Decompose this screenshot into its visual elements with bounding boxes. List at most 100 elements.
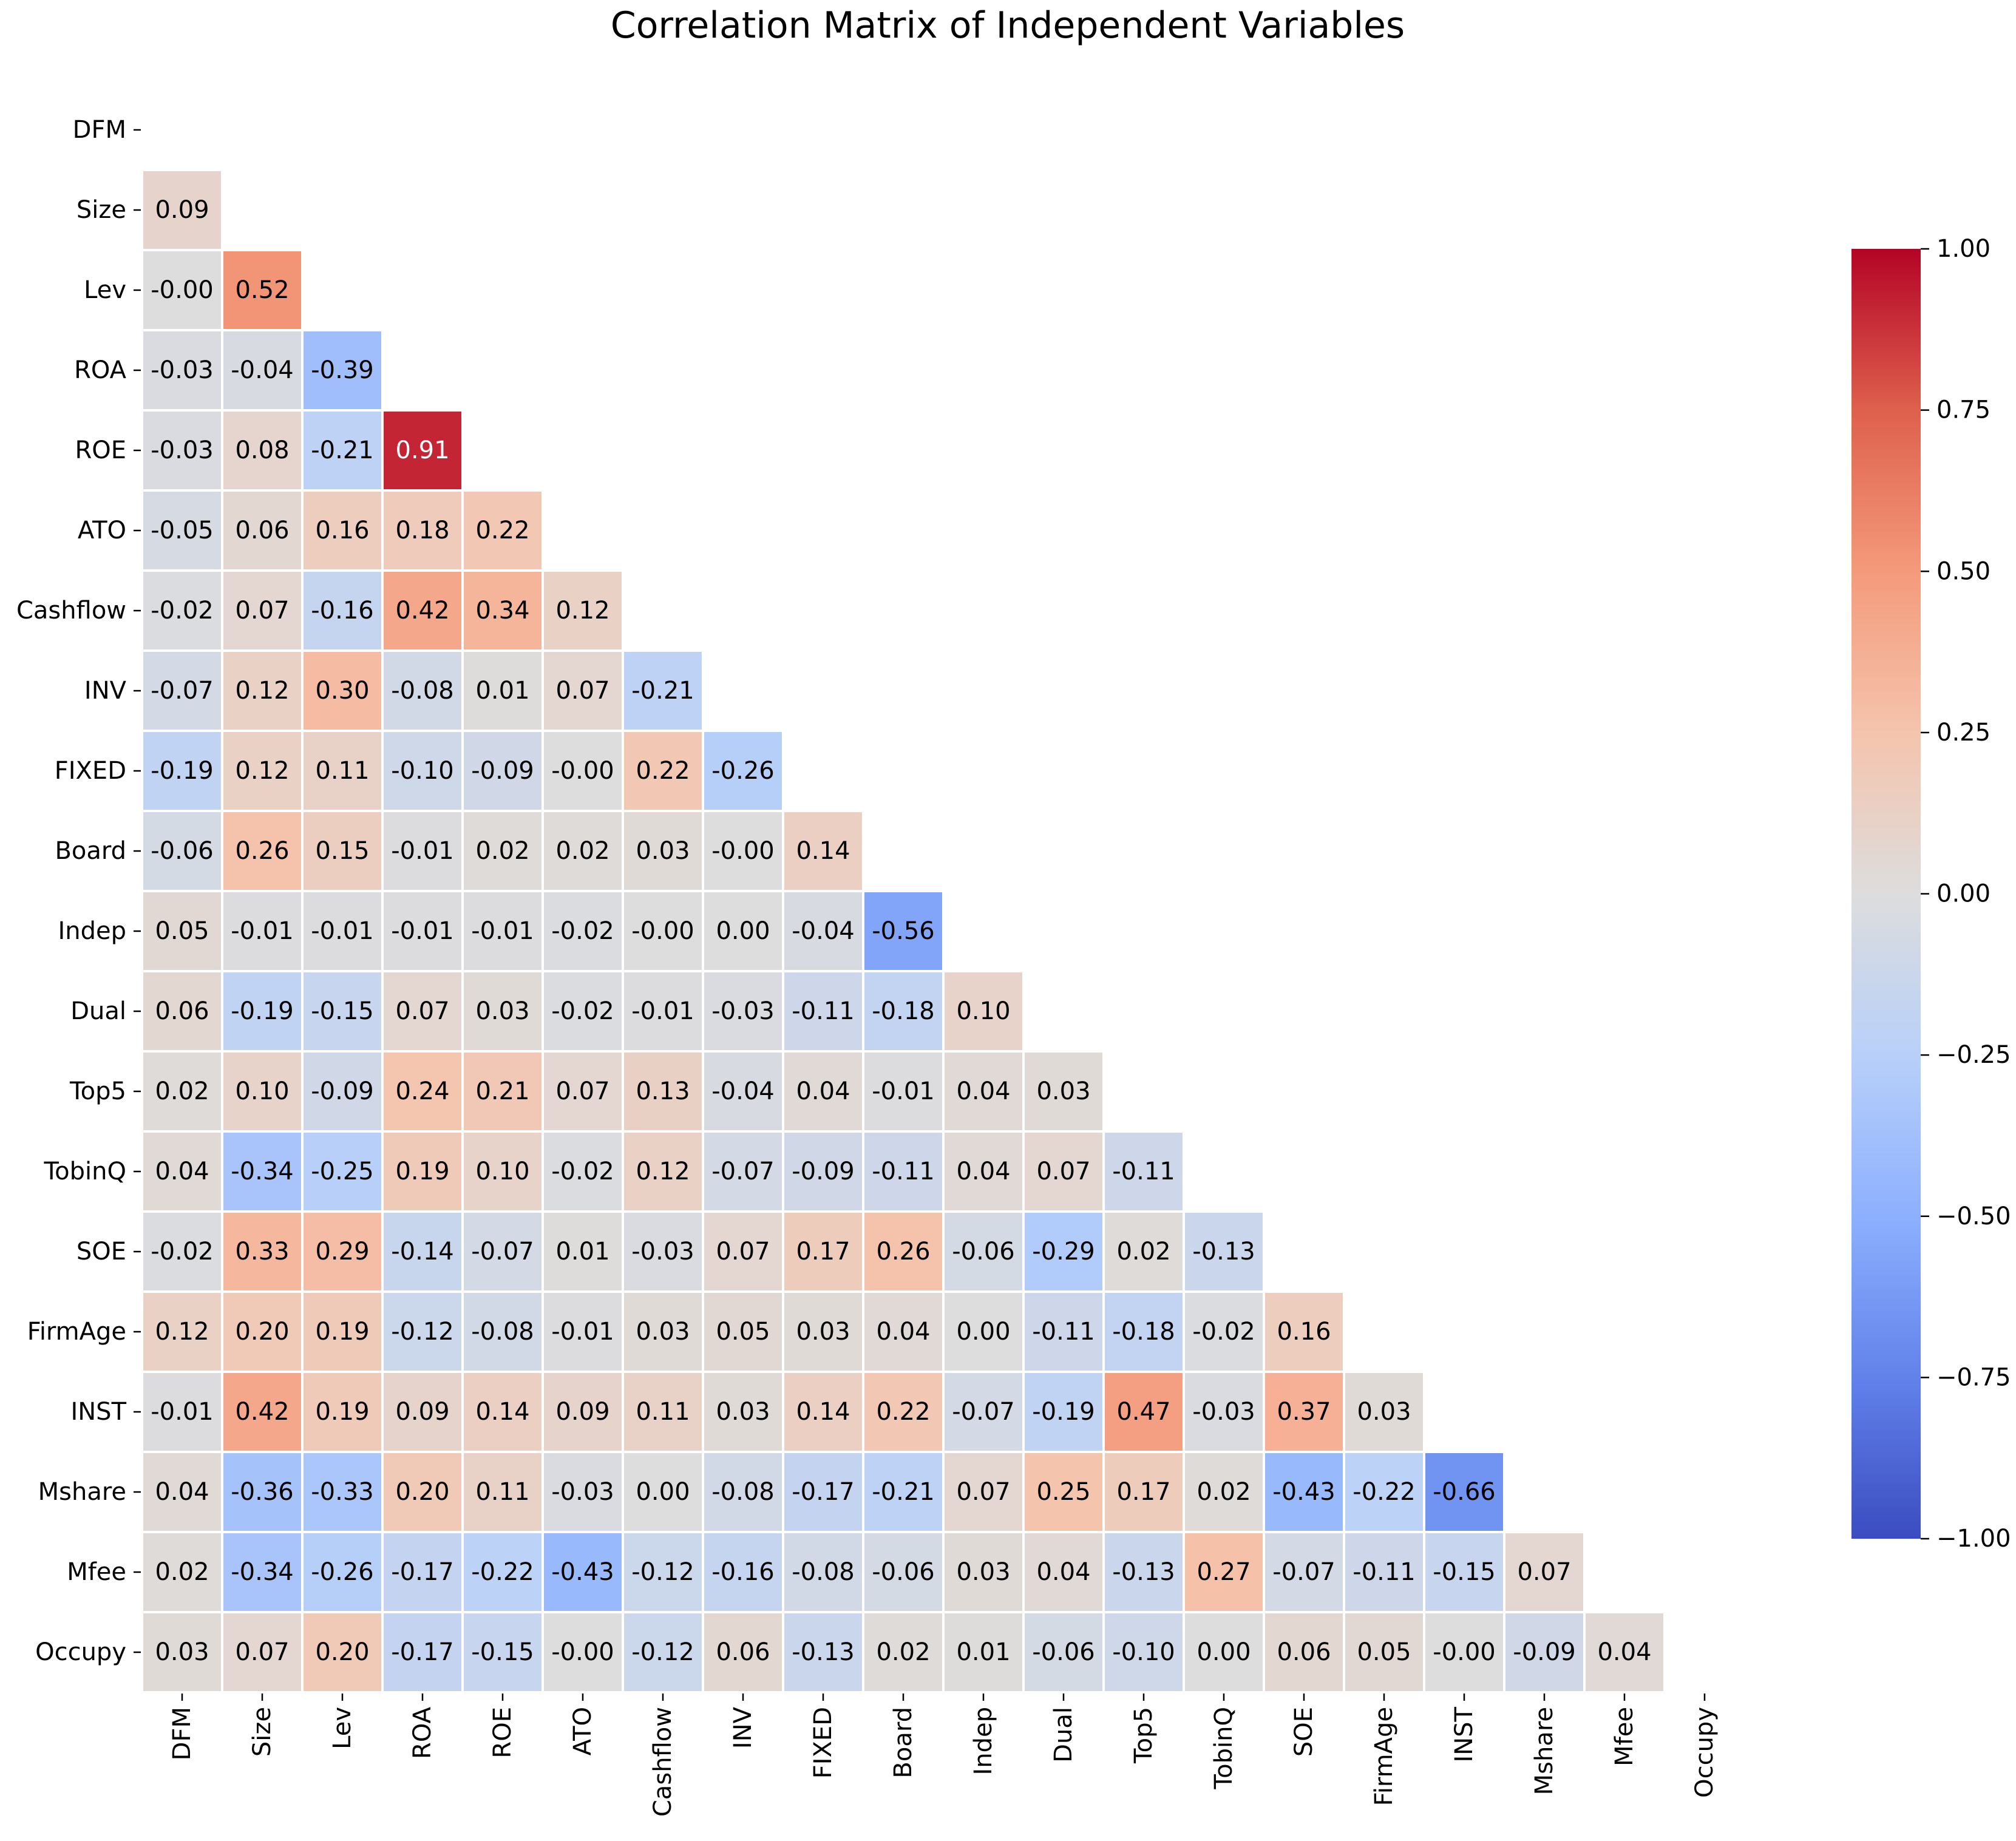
cell-value-label: -0.08	[471, 1318, 534, 1346]
heatmap-cell-Occupy-Board	[862, 1611, 945, 1694]
x-tick-label-Lev: Lev	[328, 1707, 356, 1749]
cell-value-label: -0.01	[231, 917, 294, 945]
cell-value-label: -0.02	[551, 917, 614, 945]
cell-value-label: -0.12	[391, 1318, 454, 1346]
heatmap-cell-ROA-Lev	[301, 329, 384, 412]
cell-value-label: 0.22	[636, 757, 690, 785]
cell-value-label: -0.13	[792, 1638, 855, 1666]
heatmap-cell-Board-FIXED	[782, 810, 864, 892]
colorbar-tick-label: 0.75	[1936, 396, 1991, 424]
heatmap-cell-Top5-Dual	[1022, 1050, 1105, 1133]
y-tick-label-DFM: DFM	[73, 116, 126, 144]
cell-value-label: 0.07	[555, 677, 609, 705]
cell-value-label: 0.02	[555, 837, 609, 865]
heatmap-cell-TobinQ-Indep	[942, 1130, 1025, 1213]
heatmap-cell-TobinQ-FIXED	[782, 1130, 864, 1213]
cell-value-label: -0.10	[1112, 1638, 1175, 1666]
cell-value-label: -0.06	[1032, 1638, 1095, 1666]
heatmap-cell-INV-Size	[221, 649, 304, 732]
cell-value-label: 0.19	[395, 1158, 449, 1185]
heatmap-cell-Size-DFM	[141, 169, 223, 251]
cell-value-label: 0.09	[155, 196, 209, 224]
cell-value-label: 0.18	[395, 517, 449, 544]
cell-value-label: 0.02	[1116, 1238, 1170, 1266]
x-tick-label-INST: INST	[1450, 1706, 1478, 1762]
cell-value-label: 0.00	[1196, 1638, 1251, 1666]
cell-value-label: -0.43	[1272, 1478, 1336, 1506]
heatmap-cell-INST-INV	[702, 1371, 784, 1453]
y-tick-label-SOE: SOE	[76, 1238, 126, 1266]
y-tick-label-INV: INV	[84, 677, 127, 705]
cell-value-label: 0.03	[636, 837, 690, 865]
cell-value-label: 0.22	[475, 517, 529, 544]
y-tick-label-ROA: ROA	[74, 356, 127, 384]
x-tick-label-SOE: SOE	[1290, 1707, 1318, 1757]
x-tick-label-Board: Board	[889, 1707, 917, 1778]
colorbar-tick-label: 0.50	[1936, 557, 1991, 585]
heatmap-cell-Occupy-DFM	[141, 1611, 223, 1694]
cell-value-label: -0.25	[311, 1158, 374, 1185]
colorbar-tick-label: −0.25	[1936, 1041, 2011, 1069]
cell-value-label: -0.14	[391, 1238, 454, 1266]
heatmap-cell-Mfee-Cashflow	[622, 1531, 704, 1613]
heatmap-cell-Top5-Board	[862, 1050, 945, 1133]
heatmap-cell-Indep-FIXED	[782, 890, 864, 972]
cell-value-label: -0.22	[1352, 1478, 1416, 1506]
cell-value-label: 0.03	[1357, 1398, 1411, 1426]
cell-value-label: -0.15	[1433, 1558, 1496, 1586]
cell-value-label: -0.26	[311, 1558, 374, 1586]
y-tick-label-Mshare: Mshare	[38, 1478, 126, 1506]
heatmap-cell-INST-Dual	[1022, 1371, 1105, 1453]
heatmap-cell-Mfee-Top5	[1102, 1531, 1185, 1613]
x-tick-label-FIXED: FIXED	[809, 1707, 837, 1778]
cell-value-label: -0.03	[551, 1478, 614, 1506]
cell-value-label: 0.05	[155, 917, 209, 945]
heatmap-cell-Dual-DFM	[141, 970, 223, 1053]
heatmap-cell-Dual-Indep	[942, 970, 1025, 1053]
heatmap-cell-FirmAge-Cashflow	[622, 1290, 704, 1373]
heatmap-cell-Mfee-Size	[221, 1531, 304, 1613]
heatmap-cell-Mfee-SOE	[1263, 1531, 1345, 1613]
heatmap-cell-Dual-ATO	[541, 970, 624, 1053]
heatmap-cell-SOE-Indep	[942, 1210, 1025, 1293]
cell-value-label: -0.07	[1272, 1558, 1336, 1586]
cell-value-label: 0.33	[235, 1238, 289, 1266]
heatmap-cell-ATO-Size	[221, 489, 304, 572]
cell-value-label: -0.15	[471, 1638, 534, 1666]
y-tick-label-ATO: ATO	[78, 517, 126, 544]
heatmap-cell-INV-DFM	[141, 649, 223, 732]
cell-value-label: -0.12	[631, 1558, 694, 1586]
cell-value-label: 0.10	[235, 1077, 289, 1105]
heatmap-cell-Indep-ROE	[461, 890, 544, 972]
heatmap-cell-Occupy-INV	[702, 1611, 784, 1694]
cell-value-label: 0.02	[1196, 1478, 1251, 1506]
heatmap-cell-Indep-ROA	[381, 890, 464, 972]
cell-value-label: 0.01	[555, 1238, 609, 1266]
y-tick-label-TobinQ: TobinQ	[44, 1158, 126, 1185]
heatmap-cell-Occupy-SOE	[1263, 1611, 1345, 1694]
cell-value-label: 0.12	[235, 757, 289, 785]
y-tick-label-Board: Board	[55, 837, 126, 865]
cell-value-label: 0.07	[1517, 1558, 1571, 1586]
cell-value-label: 0.02	[155, 1077, 209, 1105]
x-tick-label-Mfee: Mfee	[1610, 1707, 1638, 1766]
heatmap-cell-FirmAge-SOE	[1263, 1290, 1345, 1373]
cell-value-label: -0.18	[1112, 1318, 1175, 1346]
y-tick-label-Dual: Dual	[70, 997, 126, 1025]
cell-value-label: -0.21	[631, 677, 694, 705]
heatmap-cell-INST-Cashflow	[622, 1371, 704, 1453]
heatmap-cell-INV-ATO	[541, 649, 624, 732]
heatmap-cell-SOE-Dual	[1022, 1210, 1105, 1293]
heatmap-cell-Top5-DFM	[141, 1050, 223, 1133]
cell-value-label: 0.02	[155, 1558, 209, 1586]
cell-value-label: 0.07	[235, 1638, 289, 1666]
heatmap-cell-Top5-Size	[221, 1050, 304, 1133]
heatmap-cell-Occupy-Mfee	[1583, 1611, 1666, 1694]
heatmap-cell-Mfee-ROA	[381, 1531, 464, 1613]
heatmap-cell-Occupy-ROE	[461, 1611, 544, 1694]
cell-value-label: 0.14	[475, 1398, 529, 1426]
cell-value-label: -0.16	[311, 597, 374, 625]
cell-value-label: 0.07	[956, 1478, 1010, 1506]
heatmap-cell-INST-FirmAge	[1343, 1371, 1425, 1453]
heatmap-cell-Occupy-Size	[221, 1611, 304, 1694]
